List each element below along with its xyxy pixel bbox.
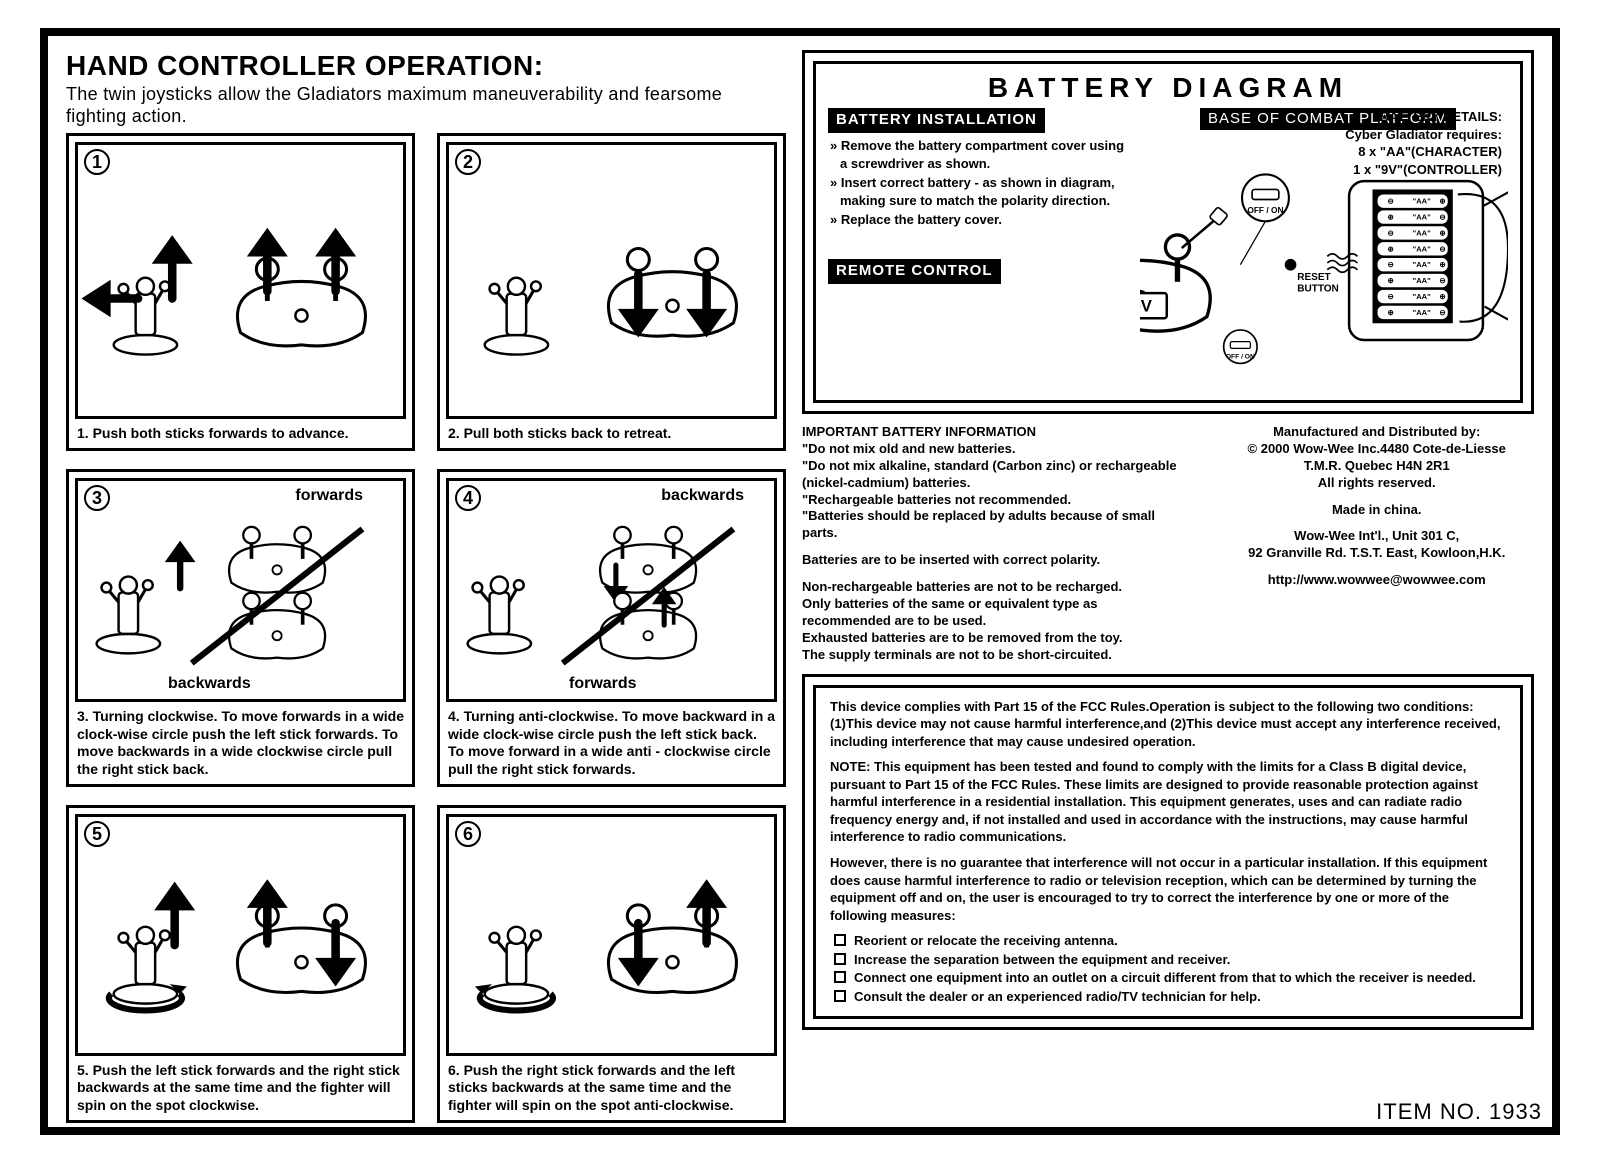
battery-safety-text: IMPORTANT BATTERY INFORMATION "Do not mi…	[802, 424, 1179, 664]
step-5-figure: 5	[75, 814, 406, 1055]
step-2-figure: 2	[446, 142, 777, 418]
svg-text:⊖: ⊖	[1439, 213, 1446, 222]
steps-grid: 1 1. Push both sticks forwards to advanc…	[66, 133, 786, 1123]
step-6-caption: 6. Push the right stick forwards and the…	[446, 1056, 777, 1115]
svg-text:"AA": "AA"	[1413, 292, 1431, 301]
remote-control-label: REMOTE CONTROL	[828, 259, 1001, 284]
battery-install-label: BATTERY INSTALLATION	[828, 108, 1045, 133]
svg-text:"AA": "AA"	[1413, 308, 1431, 317]
battery-install-text: BATTERY INSTALLATION » Remove the batter…	[828, 108, 1128, 388]
step-1: 1 1. Push both sticks forwards to advanc…	[66, 133, 415, 451]
step-4-label-b: forwards	[569, 675, 637, 693]
step-number: 5	[84, 821, 110, 847]
svg-text:"AA": "AA"	[1413, 244, 1431, 253]
fcc-item: Consult the dealer or an experienced rad…	[834, 988, 1506, 1006]
svg-text:⊕: ⊕	[1439, 292, 1446, 301]
battery-bullet: » Insert correct battery - as shown in d…	[828, 174, 1128, 209]
fcc-box: This device complies with Part 15 of the…	[802, 674, 1534, 1031]
item-number: ITEM NO. 1933	[1376, 1099, 1542, 1125]
step-number: 2	[455, 149, 481, 175]
checkbox-icon	[834, 971, 846, 983]
step-1-caption: 1. Push both sticks forwards to advance.	[75, 419, 406, 443]
svg-text:"AA": "AA"	[1413, 260, 1431, 269]
step-5-caption: 5. Push the left stick forwards and the …	[75, 1056, 406, 1115]
hand-controller-section: HAND CONTROLLER OPERATION: The twin joys…	[66, 50, 786, 1123]
svg-text:⊖: ⊖	[1388, 292, 1395, 301]
safety-and-manufacturer: IMPORTANT BATTERY INFORMATION "Do not mi…	[802, 424, 1534, 664]
checkbox-icon	[834, 953, 846, 965]
svg-text:⊖: ⊖	[1388, 197, 1395, 206]
svg-text:BUTTON: BUTTON	[1297, 283, 1339, 294]
step-number: 1	[84, 149, 110, 175]
step-5: 5 5. Push the left stick forwards and th…	[66, 805, 415, 1123]
svg-text:"AA": "AA"	[1413, 228, 1431, 237]
battery-diagram-figure: BASE OF COMBAT PLATFORM BATTERY DETAILS:…	[1140, 108, 1508, 388]
battery-bullet: » Replace the battery cover.	[828, 211, 1128, 229]
step-1-figure: 1	[75, 142, 406, 418]
svg-text:⊕: ⊕	[1388, 213, 1395, 222]
hco-title: HAND CONTROLLER OPERATION:	[66, 50, 786, 82]
step-3-caption: 3. Turning clockwise. To move forwards i…	[75, 702, 406, 778]
aa-label: "AA"	[1413, 197, 1431, 206]
svg-text:⊕: ⊕	[1388, 276, 1395, 285]
fcc-p3: However, there is no guarantee that inte…	[830, 854, 1506, 924]
page-frame: HAND CONTROLLER OPERATION: The twin joys…	[40, 28, 1560, 1135]
svg-text:OFF / ON: OFF / ON	[1226, 353, 1255, 360]
step-4-caption: 4. Turning anti-clockwise. To move backw…	[446, 702, 777, 778]
svg-text:⊖: ⊖	[1439, 276, 1446, 285]
step-6-figure: 6	[446, 814, 777, 1055]
manufacturer-text: Manufactured and Distributed by: © 2000 …	[1219, 424, 1534, 664]
fcc-list: Reorient or relocate the receiving anten…	[830, 932, 1506, 1005]
fcc-p2: NOTE: This equipment has been tested and…	[830, 758, 1506, 846]
svg-text:"AA": "AA"	[1413, 276, 1431, 285]
step-2-caption: 2. Pull both sticks back to retreat.	[446, 419, 777, 443]
step-number: 6	[455, 821, 481, 847]
step-number: 3	[84, 485, 110, 511]
battery-diagram-box: BATTERY DIAGRAM BATTERY INSTALLATION » R…	[802, 50, 1534, 414]
step-2: 2 2. Pull both sticks back to retreat.	[437, 133, 786, 451]
svg-text:⊕: ⊕	[1439, 197, 1446, 206]
battery-title: BATTERY DIAGRAM	[828, 72, 1508, 104]
fcc-item: Increase the separation between the equi…	[834, 951, 1506, 969]
svg-text:"AA": "AA"	[1413, 213, 1431, 222]
svg-text:⊕: ⊕	[1439, 260, 1446, 269]
svg-text:⊖: ⊖	[1439, 308, 1446, 317]
offon-label: OFF / ON	[1247, 205, 1283, 215]
step-6: 6 6. Push the right stick forwards and t…	[437, 805, 786, 1123]
step-3-figure: 3 forwards backwards	[75, 478, 406, 702]
step-3: 3 forwards backwards 3. Turning clockwis…	[66, 469, 415, 787]
step-number: 4	[455, 485, 481, 511]
checkbox-icon	[834, 990, 846, 1002]
fcc-p1: This device complies with Part 15 of the…	[830, 698, 1506, 751]
checkbox-icon	[834, 934, 846, 946]
svg-text:⊕: ⊕	[1388, 244, 1395, 253]
step-3-label-b: backwards	[168, 675, 251, 693]
svg-text:⊖: ⊖	[1388, 260, 1395, 269]
svg-text:⊕: ⊕	[1388, 308, 1395, 317]
svg-text:⊖: ⊖	[1439, 244, 1446, 253]
battery-bullet: » Remove the battery compartment cover u…	[828, 137, 1128, 172]
svg-text:⊖: ⊖	[1388, 228, 1395, 237]
step-4-label-a: backwards	[661, 487, 744, 505]
nine-v-label: 9V	[1140, 297, 1153, 316]
step-3-label-a: forwards	[295, 487, 363, 505]
hco-subtitle: The twin joysticks allow the Gladiators …	[66, 84, 786, 127]
step-4-figure: 4 backwards forwards	[446, 478, 777, 702]
svg-text:⊕: ⊕	[1439, 228, 1446, 237]
reset-label: RESET	[1297, 272, 1331, 283]
fcc-item: Reorient or relocate the receiving anten…	[834, 932, 1506, 950]
fcc-item: Connect one equipment into an outlet on …	[834, 969, 1506, 987]
right-column: BATTERY DIAGRAM BATTERY INSTALLATION » R…	[802, 50, 1534, 1123]
battery-details: BATTERY DETAILS: Cyber Gladiator require…	[1345, 108, 1502, 178]
step-4: 4 backwards forwards 4. Turning anti-clo…	[437, 469, 786, 787]
